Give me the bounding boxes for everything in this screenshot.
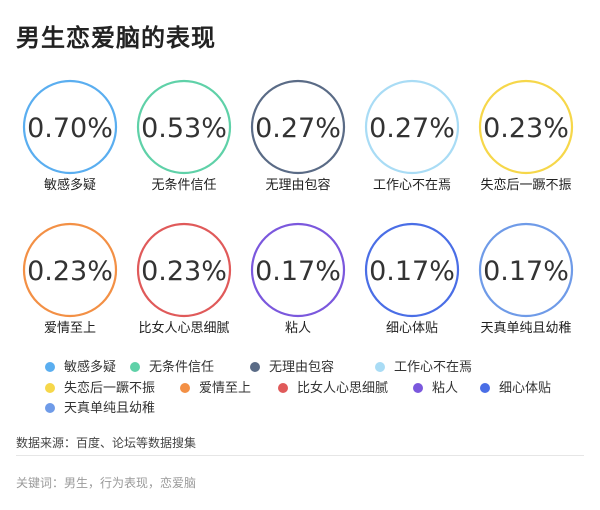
data-source: 数据来源：百度、论坛等数据搜集 <box>16 436 197 450</box>
category-label: 无条件信任 <box>151 177 216 193</box>
legend-label: 天真单纯且幼稚 <box>64 401 155 416</box>
legend-item: 工作心不在焉 <box>375 360 472 375</box>
category-label: 细心体贴 <box>386 321 438 336</box>
value-circle-3: 0.27% 工作心不在焉 <box>364 79 460 193</box>
legend-swatch <box>45 383 55 393</box>
legend-item: 爱情至上 <box>180 381 251 396</box>
category-label: 比女人心思细腻 <box>138 320 229 336</box>
value-circle-1: 0.53% 无条件信任 <box>136 79 232 193</box>
value-circle-7: 0.17% 粘人 <box>250 222 346 336</box>
legend-label: 失恋后一蹶不振 <box>64 380 155 396</box>
value-label: 0.23% <box>483 113 569 144</box>
legend-swatch <box>45 403 55 413</box>
legend-label: 无理由包容 <box>269 359 334 375</box>
legend-item: 无条件信任 <box>130 359 214 375</box>
value-circle-2: 0.27% 无理由包容 <box>250 79 346 193</box>
category-label: 敏感多疑 <box>44 177 96 193</box>
value-label: 0.23% <box>141 256 227 287</box>
value-circle-6: 0.23% 比女人心思细腻 <box>136 222 232 336</box>
value-label: 0.27% <box>369 113 455 144</box>
value-label: 0.17% <box>369 256 455 287</box>
chart-title: 男生恋爱脑的表现 <box>16 24 216 52</box>
value-circle-4: 0.23% 失恋后一蹶不振 <box>478 79 574 193</box>
circle-ring <box>250 222 346 318</box>
legend-label: 比女人心思细腻 <box>297 380 388 396</box>
value-circle-5: 0.23% 爱情至上 <box>22 222 118 336</box>
legend-item: 粘人 <box>413 381 458 396</box>
value-label: 0.27% <box>255 113 341 144</box>
circle-ring <box>364 79 460 175</box>
value-circle-0: 0.70% 敏感多疑 <box>22 79 118 193</box>
circle-ring <box>364 222 460 318</box>
legend-item: 比女人心思细腻 <box>278 380 388 396</box>
circle-ring <box>22 222 118 318</box>
legend-swatch <box>130 362 140 372</box>
legend-swatch <box>375 362 385 372</box>
legend-item: 天真单纯且幼稚 <box>45 401 155 416</box>
legend-label: 粘人 <box>432 381 458 396</box>
legend-swatch <box>180 383 190 393</box>
legend-label: 细心体贴 <box>499 381 551 396</box>
category-label: 无理由包容 <box>265 177 330 193</box>
legend-swatch <box>278 383 288 393</box>
keywords: 关键词：男生，行为表现，恋爱脑 <box>16 476 197 490</box>
circle-ring <box>136 222 232 318</box>
legend-label: 爱情至上 <box>199 381 251 396</box>
divider <box>16 455 584 456</box>
category-label: 爱情至上 <box>44 321 96 336</box>
circle-ring <box>136 79 232 175</box>
legend-swatch <box>480 383 490 393</box>
circle-ring <box>478 222 574 318</box>
legend-item: 细心体贴 <box>480 381 551 396</box>
legend-label: 无条件信任 <box>149 359 214 375</box>
category-label: 天真单纯且幼稚 <box>480 321 571 336</box>
value-label: 0.53% <box>141 113 227 144</box>
legend-swatch <box>250 362 260 372</box>
circle-ring <box>478 79 574 175</box>
legend-item: 敏感多疑 <box>45 359 116 375</box>
circle-value-chart: 0.70% 敏感多疑 0.53% 无条件信任 0.27% 无理由包容 0.27% 工作心不在焉… <box>22 79 574 416</box>
value-label: 0.17% <box>483 256 569 287</box>
legend-swatch <box>45 362 55 372</box>
value-circle-8: 0.17% 细心体贴 <box>364 222 460 336</box>
category-label: 工作心不在焉 <box>373 178 451 193</box>
category-label: 粘人 <box>285 321 311 336</box>
legend-label: 敏感多疑 <box>64 359 116 375</box>
circle-ring <box>250 79 346 175</box>
value-circle-9: 0.17% 天真单纯且幼稚 <box>478 222 574 336</box>
legend-label: 工作心不在焉 <box>394 360 472 375</box>
legend-swatch <box>413 383 423 393</box>
value-label: 0.17% <box>255 256 341 287</box>
value-label: 0.70% <box>27 113 113 144</box>
legend-item: 无理由包容 <box>250 359 334 375</box>
category-label: 失恋后一蹶不振 <box>480 177 571 193</box>
legend-item: 失恋后一蹶不振 <box>45 380 155 396</box>
circle-ring <box>22 79 118 175</box>
value-label: 0.23% <box>27 256 113 287</box>
